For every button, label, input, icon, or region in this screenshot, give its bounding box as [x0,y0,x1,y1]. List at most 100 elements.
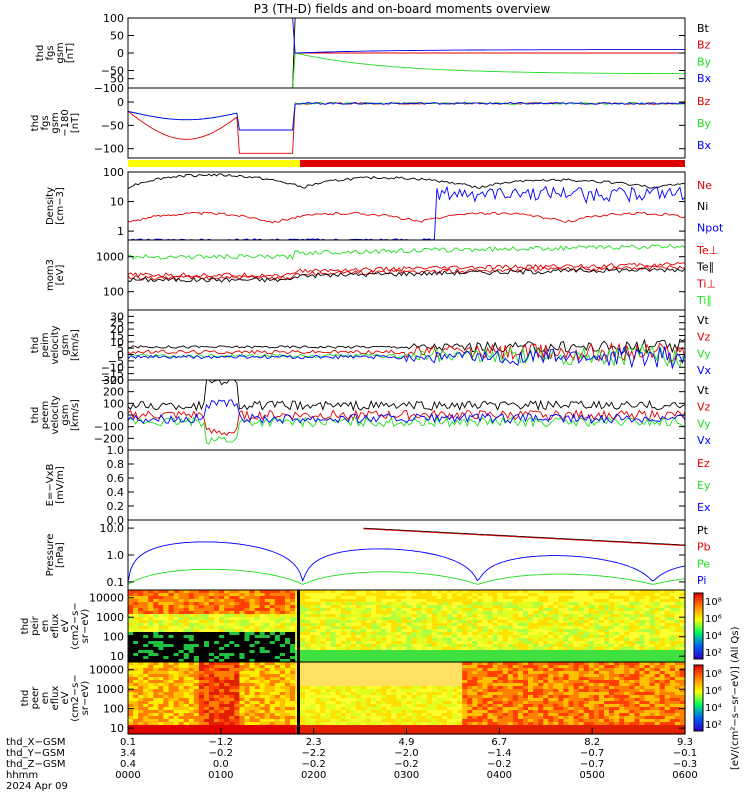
heatmap-cell [477,671,484,675]
heatmap-cell [467,731,473,735]
heatmap-cell [345,701,352,705]
heatmap-cell [229,680,235,684]
heatmap-cell [320,611,327,615]
heatmap-cell [523,593,529,597]
heatmap-cell [325,674,332,678]
heatmap-cell [573,617,580,621]
heatmap-cell [193,692,200,696]
heatmap-cell [467,656,473,660]
heatmap-cell [533,704,539,708]
heatmap-cell [244,716,251,720]
heatmap-cell [366,677,372,681]
heatmap-cell [457,674,463,678]
heatmap-cell [502,590,509,594]
heatmap-cell [269,623,276,627]
heatmap-cell [568,632,575,636]
heatmap-cell [345,668,352,672]
heatmap-cell [279,608,286,612]
y-tick-label: 1000 [96,611,124,624]
heatmap-cell [330,698,337,702]
heatmap-cell [340,620,347,624]
heatmap-cell [406,695,413,699]
heatmap-cell [528,629,534,633]
heatmap-cell [214,680,220,684]
heatmap-cell [447,644,453,648]
heatmap-cell [279,659,286,663]
heatmap-cell [376,680,382,684]
heatmap-cell [193,644,200,648]
heatmap-cell [639,590,646,594]
heatmap-cell [558,731,565,735]
heatmap-cell [279,614,286,618]
heatmap-cell [482,707,489,711]
heatmap-cell [563,656,570,660]
heatmap-cell [249,617,256,621]
y-tick-label: −100 [94,82,124,95]
heatmap-cell [421,659,428,663]
heatmap-cell [279,728,286,732]
heatmap-cell [401,629,408,633]
heatmap-cell [128,704,134,708]
heatmap-cell [528,653,534,657]
heatmap-cell [644,641,651,645]
heatmap-cell [528,719,534,723]
heatmap-cell [371,680,377,684]
heatmap-cell [279,695,286,699]
heatmap-cell [153,623,159,627]
heatmap-cell [229,668,235,672]
heatmap-cell [548,683,554,687]
heatmap-cell [426,695,433,699]
heatmap-cell [669,644,676,648]
heatmap-cell [178,677,185,681]
heatmap-cell [173,632,180,636]
heatmap-cell [568,635,575,639]
heatmap-cell [360,650,367,654]
heatmap-cell [619,590,625,594]
heatmap-cell [593,596,600,600]
heatmap-cell [355,641,362,645]
heatmap-cell [386,590,392,594]
heatmap-cell [528,626,534,630]
heatmap-cell [153,650,159,654]
heatmap-cell [234,668,240,672]
heatmap-cell [487,725,494,729]
legend-p2-2: Bx [697,139,712,152]
heatmap-cell [462,698,468,702]
heatmap-cell [406,656,413,660]
heatmap-cell [158,668,165,672]
heatmap-cell [224,689,230,693]
heatmap-cell [598,638,605,642]
heatmap-cell [436,602,443,606]
heatmap-cell [401,692,408,696]
heatmap-cell [224,686,230,690]
heatmap-cell [335,719,342,723]
heatmap-cell [376,719,382,723]
heatmap-cell [669,620,676,624]
heatmap-cell [426,626,433,630]
heatmap-cell [441,680,448,684]
heatmap-cell [528,596,534,600]
heatmap-cell [345,692,352,696]
heatmap-cell [224,635,230,639]
heatmap-cell [406,614,413,618]
heatmap-cell [335,635,342,639]
heatmap-cell [219,650,225,654]
heatmap-cell [401,623,408,627]
heatmap-cell [523,683,529,687]
heatmap-cell [143,716,149,720]
heatmap-cell [467,632,473,636]
heatmap-cell [178,599,185,603]
heatmap-cell [649,653,656,657]
heatmap-cell [588,650,595,654]
heatmap-cell [467,626,473,630]
heatmap-cell [538,593,544,597]
heatmap-cell [350,719,357,723]
heatmap-cell [396,683,403,687]
heatmap-cell [457,590,463,594]
heatmap-cell [310,608,316,612]
heatmap-cell [264,653,271,657]
heatmap-cell [224,713,230,717]
heatmap-cell [436,653,443,657]
heatmap-cell [279,662,286,666]
heatmap-cell [497,647,504,651]
